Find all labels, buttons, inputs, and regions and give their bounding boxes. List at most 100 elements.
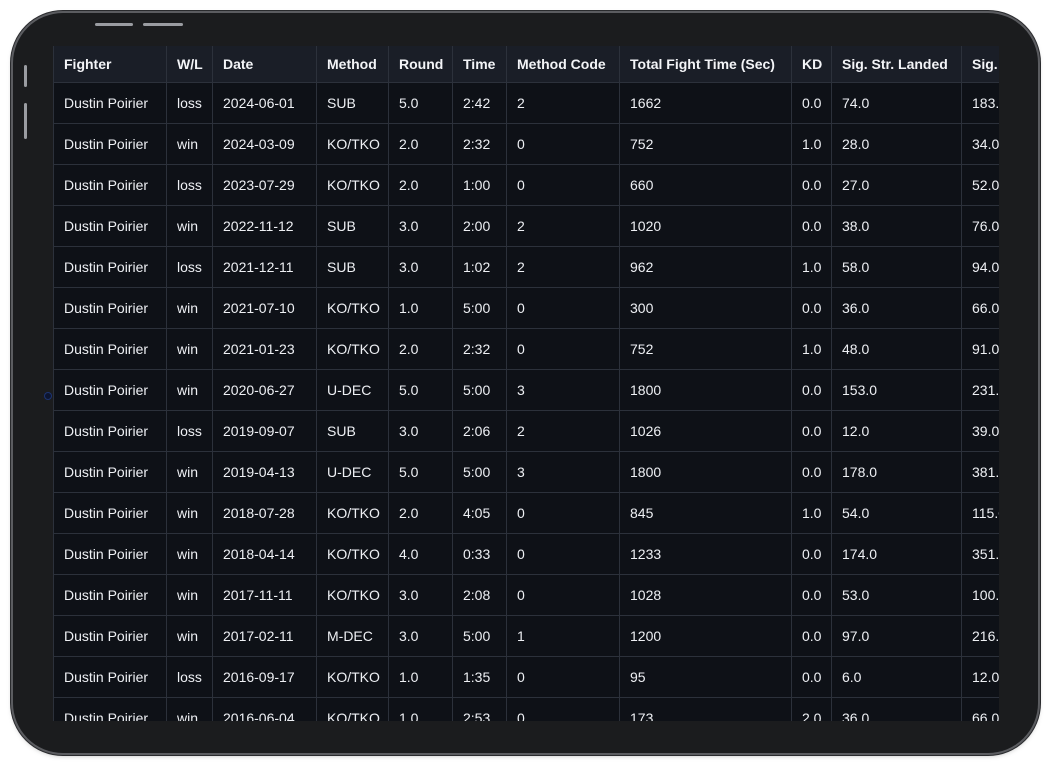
cell-fighter: Dustin Poirier xyxy=(53,657,167,698)
cell-total-fight-time: 1233 xyxy=(620,534,792,575)
table-row: Dustin Poirier win 2019-04-13 U-DEC 5.0 5:00 3… xyxy=(53,452,999,493)
cell-fighter: Dustin Poirier xyxy=(53,124,167,165)
cell-round: 1.0 xyxy=(389,698,453,721)
cell-time: 2:42 xyxy=(453,83,507,124)
column-header-wl[interactable]: W/L xyxy=(167,46,213,83)
cell-kd: 0.0 xyxy=(792,411,832,452)
cell-sig-str-landed: 36.0 xyxy=(832,288,962,329)
cell-sig-str-att: 100. xyxy=(962,575,999,616)
cell-method: KO/TKO xyxy=(317,657,389,698)
cell-sig-str-landed: 58.0 xyxy=(832,247,962,288)
table-row: Dustin Poirier loss 2024-06-01 SUB 5.0 2:42 2 1… xyxy=(53,83,999,124)
cell-sig-str-landed: 74.0 xyxy=(832,83,962,124)
cell-time: 5:00 xyxy=(453,370,507,411)
cell-time: 5:00 xyxy=(453,288,507,329)
cell-sig-str-att: 91.0 xyxy=(962,329,999,370)
front-camera-icon xyxy=(44,392,52,400)
cell-method: SUB xyxy=(317,411,389,452)
cell-total-fight-time: 1026 xyxy=(620,411,792,452)
cell-wl: win xyxy=(167,493,213,534)
data-table: Fighter W/L Date Method Round Time Method Code… xyxy=(53,46,999,721)
cell-date: 2019-09-07 xyxy=(213,411,317,452)
cell-time: 2:06 xyxy=(453,411,507,452)
table-header-row: Fighter W/L Date Method Round Time Method Code… xyxy=(53,46,999,83)
cell-fighter: Dustin Poirier xyxy=(53,411,167,452)
cell-time: 2:00 xyxy=(453,206,507,247)
column-header-sig-str-landed[interactable]: Sig. Str. Landed xyxy=(832,46,962,83)
cell-kd: 0.0 xyxy=(792,83,832,124)
cell-sig-str-att: 34.0 xyxy=(962,124,999,165)
cell-time: 1:02 xyxy=(453,247,507,288)
cell-method-code: 0 xyxy=(507,534,620,575)
cell-sig-str-landed: 27.0 xyxy=(832,165,962,206)
cell-wl: loss xyxy=(167,247,213,288)
table-row: Dustin Poirier win 2018-04-14 KO/TKO 4.0 0:33… xyxy=(53,534,999,575)
cell-total-fight-time: 1020 xyxy=(620,206,792,247)
cell-method: KO/TKO xyxy=(317,534,389,575)
cell-fighter: Dustin Poirier xyxy=(53,534,167,575)
cell-date: 2017-02-11 xyxy=(213,616,317,657)
cell-method-code: 1 xyxy=(507,616,620,657)
cell-fighter: Dustin Poirier xyxy=(53,288,167,329)
cell-method: U-DEC xyxy=(317,452,389,493)
cell-wl: loss xyxy=(167,657,213,698)
cell-wl: loss xyxy=(167,165,213,206)
column-header-date[interactable]: Date xyxy=(213,46,317,83)
cell-method-code: 2 xyxy=(507,206,620,247)
cell-date: 2022-11-12 xyxy=(213,206,317,247)
cell-sig-str-landed: 53.0 xyxy=(832,575,962,616)
cell-sig-str-att: 76.0 xyxy=(962,206,999,247)
cell-method-code: 2 xyxy=(507,411,620,452)
column-header-round[interactable]: Round xyxy=(389,46,453,83)
cell-kd: 1.0 xyxy=(792,124,832,165)
cell-date: 2016-06-04 xyxy=(213,698,317,721)
column-header-time[interactable]: Time xyxy=(453,46,507,83)
cell-sig-str-att: 216. xyxy=(962,616,999,657)
cell-wl: win xyxy=(167,534,213,575)
cell-kd: 1.0 xyxy=(792,247,832,288)
cell-date: 2024-06-01 xyxy=(213,83,317,124)
cell-method-code: 2 xyxy=(507,83,620,124)
cell-round: 3.0 xyxy=(389,411,453,452)
cell-date: 2018-04-14 xyxy=(213,534,317,575)
cell-fighter: Dustin Poirier xyxy=(53,165,167,206)
cell-sig-str-att: 66.0 xyxy=(962,288,999,329)
table-row: Dustin Poirier win 2022-11-12 SUB 3.0 2:00 2 10… xyxy=(53,206,999,247)
data-table-viewport[interactable]: Fighter W/L Date Method Round Time Method Code… xyxy=(53,46,999,721)
column-header-fighter[interactable]: Fighter xyxy=(53,46,167,83)
cell-time: 4:05 xyxy=(453,493,507,534)
cell-method: SUB xyxy=(317,206,389,247)
cell-total-fight-time: 1800 xyxy=(620,452,792,493)
cell-sig-str-landed: 54.0 xyxy=(832,493,962,534)
cell-wl: win xyxy=(167,616,213,657)
power-button xyxy=(143,23,183,26)
table-row: Dustin Poirier win 2021-01-23 KO/TKO 2.0 2:32… xyxy=(53,329,999,370)
column-header-method[interactable]: Method xyxy=(317,46,389,83)
cell-total-fight-time: 1800 xyxy=(620,370,792,411)
cell-round: 2.0 xyxy=(389,124,453,165)
cell-method-code: 0 xyxy=(507,493,620,534)
column-header-sig-str-att[interactable]: Sig. xyxy=(962,46,999,83)
cell-time: 0:33 xyxy=(453,534,507,575)
table-row: Dustin Poirier loss 2023-07-29 KO/TKO 2.0 1:0… xyxy=(53,165,999,206)
cell-method-code: 0 xyxy=(507,124,620,165)
column-header-total-fight-time[interactable]: Total Fight Time (Sec) xyxy=(620,46,792,83)
cell-method: M-DEC xyxy=(317,616,389,657)
cell-kd: 0.0 xyxy=(792,206,832,247)
cell-round: 3.0 xyxy=(389,575,453,616)
cell-time: 2:53 xyxy=(453,698,507,721)
cell-round: 3.0 xyxy=(389,247,453,288)
cell-kd: 0.0 xyxy=(792,165,832,206)
column-header-kd[interactable]: KD xyxy=(792,46,832,83)
cell-sig-str-att: 115.0 xyxy=(962,493,999,534)
table-row: Dustin Poirier win 2017-02-11 M-DEC 3.0 5:00 1… xyxy=(53,616,999,657)
cell-date: 2024-03-09 xyxy=(213,124,317,165)
cell-date: 2021-12-11 xyxy=(213,247,317,288)
cell-fighter: Dustin Poirier xyxy=(53,329,167,370)
column-header-method-code[interactable]: Method Code xyxy=(507,46,620,83)
cell-fighter: Dustin Poirier xyxy=(53,83,167,124)
cell-total-fight-time: 95 xyxy=(620,657,792,698)
cell-wl: loss xyxy=(167,83,213,124)
cell-method: SUB xyxy=(317,247,389,288)
cell-method: KO/TKO xyxy=(317,575,389,616)
